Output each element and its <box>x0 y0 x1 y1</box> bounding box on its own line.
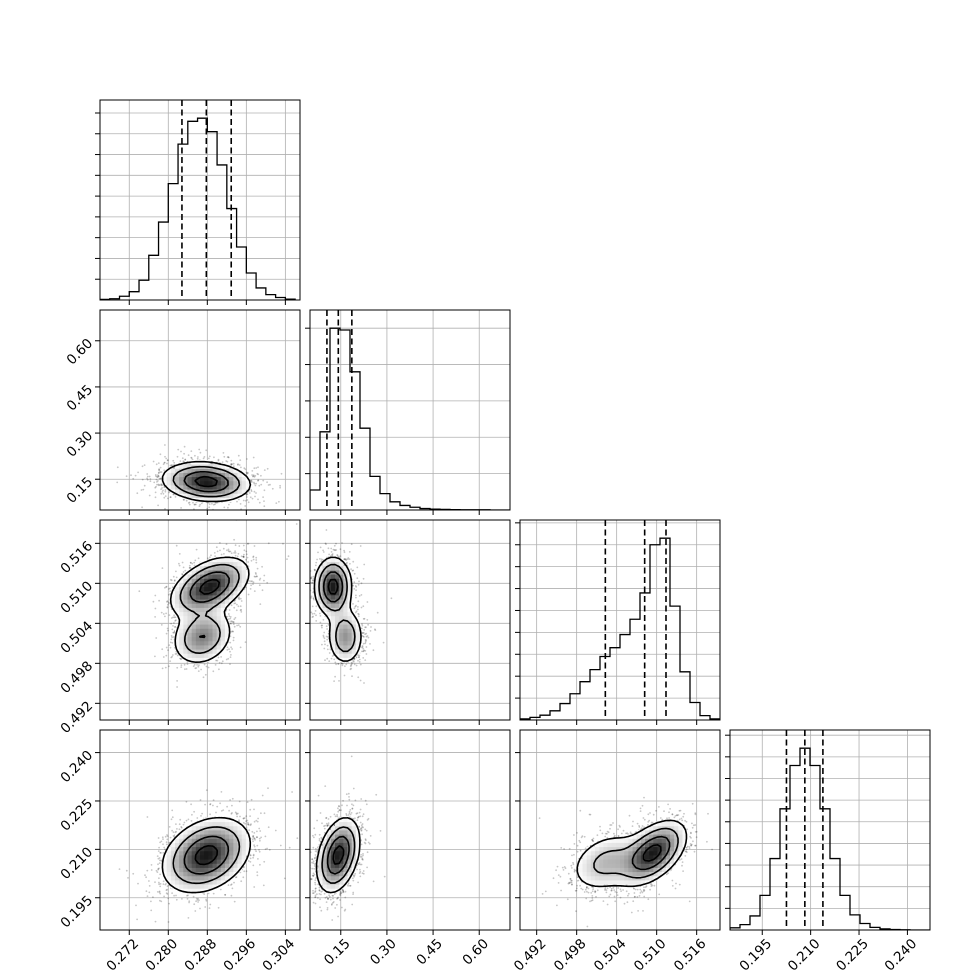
density-fill <box>170 557 251 663</box>
density-contour <box>199 578 221 595</box>
density-contour <box>189 571 230 639</box>
density-contour <box>172 465 241 498</box>
x-tick-label: 0.15 <box>321 936 354 969</box>
scatter-panel-3-1 <box>310 730 510 930</box>
y-tick-label: 0.504 <box>58 618 97 657</box>
histogram-step-line <box>730 747 930 930</box>
density-contour <box>642 844 662 862</box>
density-contour <box>169 556 250 664</box>
x-tick-label: 0.498 <box>551 936 590 970</box>
x-tick-label: 0.240 <box>882 936 921 970</box>
histogram-panel-2 <box>520 520 720 720</box>
density-contour <box>631 835 671 871</box>
y-tick-label: 0.210 <box>58 844 97 883</box>
density-contour <box>332 845 345 865</box>
x-tick-label: 0.195 <box>736 936 775 970</box>
x-tick-label: 0.296 <box>221 936 260 970</box>
panel-frame-1-0 <box>99 309 301 511</box>
density-contour <box>183 835 230 875</box>
density-contour <box>327 578 339 595</box>
histogram-step-line <box>100 117 296 300</box>
panel-frame-2-2 <box>519 519 721 721</box>
histogram-panel-3 <box>730 730 930 930</box>
panel-frame-3-2 <box>519 729 721 931</box>
scatter-panel-3-2 <box>520 730 720 930</box>
x-tick-label: 0.304 <box>260 936 299 970</box>
density-fill <box>578 821 688 889</box>
density-contour <box>322 571 344 603</box>
panel-frame-3-0 <box>99 729 301 931</box>
density-contour <box>194 845 219 866</box>
x-tick-label: 0.288 <box>182 936 221 970</box>
panel-frame-3-1 <box>309 729 511 931</box>
histogram-panel-0 <box>100 100 300 300</box>
x-tick-label: 0.45 <box>413 936 446 969</box>
panel-frame-0-0 <box>99 99 301 301</box>
scatter-panel-3-0 <box>100 730 300 930</box>
y-tick-label: 0.498 <box>58 658 97 697</box>
y-tick-label: 0.240 <box>58 747 97 786</box>
y-tick-label: 0.510 <box>58 578 97 617</box>
y-tick-label: 0.15 <box>64 474 97 507</box>
x-tick-label: 0.210 <box>785 936 824 970</box>
density-contour <box>576 819 688 888</box>
density-contour <box>326 835 350 875</box>
density-contour <box>313 556 362 662</box>
histogram-panel-1 <box>310 310 510 510</box>
x-tick-label: 0.504 <box>591 936 630 970</box>
x-tick-label: 0.280 <box>142 936 181 970</box>
density-contour <box>593 827 679 879</box>
panel-frame-3-3 <box>729 729 931 931</box>
y-tick-label: 0.45 <box>64 382 97 415</box>
density-contour <box>161 816 252 894</box>
density-contour <box>194 475 218 488</box>
y-tick-label: 0.225 <box>58 796 97 835</box>
x-tick-label: 0.225 <box>833 936 872 970</box>
scatter-panel-1-0 <box>100 310 300 510</box>
y-tick-label: 0.60 <box>64 336 97 369</box>
y-tick-label: 0.516 <box>58 538 97 577</box>
density-contour <box>318 563 356 653</box>
x-tick-label: 0.30 <box>367 936 400 969</box>
histogram-step-line <box>520 537 720 720</box>
x-tick-label: 0.510 <box>631 936 670 970</box>
x-tick-label: 0.272 <box>103 936 142 970</box>
scatter-panel-2-1 <box>310 520 510 720</box>
y-tick-label: 0.195 <box>58 893 97 932</box>
density-contour <box>321 826 356 884</box>
x-tick-label: 0.492 <box>511 936 550 970</box>
density-contour <box>179 563 240 654</box>
density-contour <box>161 460 252 503</box>
scatter-panel-2-0 <box>100 520 300 720</box>
panel-frame-2-0 <box>99 519 301 721</box>
panel-frame-1-1 <box>309 309 511 511</box>
density-contour <box>315 817 361 894</box>
x-tick-label: 0.516 <box>671 936 710 970</box>
density-contour <box>172 826 241 885</box>
density-contour <box>183 470 229 493</box>
y-tick-label: 0.492 <box>58 698 97 737</box>
histogram-step-line <box>310 327 510 510</box>
x-tick-label: 0.60 <box>460 936 493 969</box>
y-tick-label: 0.30 <box>64 428 97 461</box>
panel-frame-2-1 <box>309 519 511 721</box>
